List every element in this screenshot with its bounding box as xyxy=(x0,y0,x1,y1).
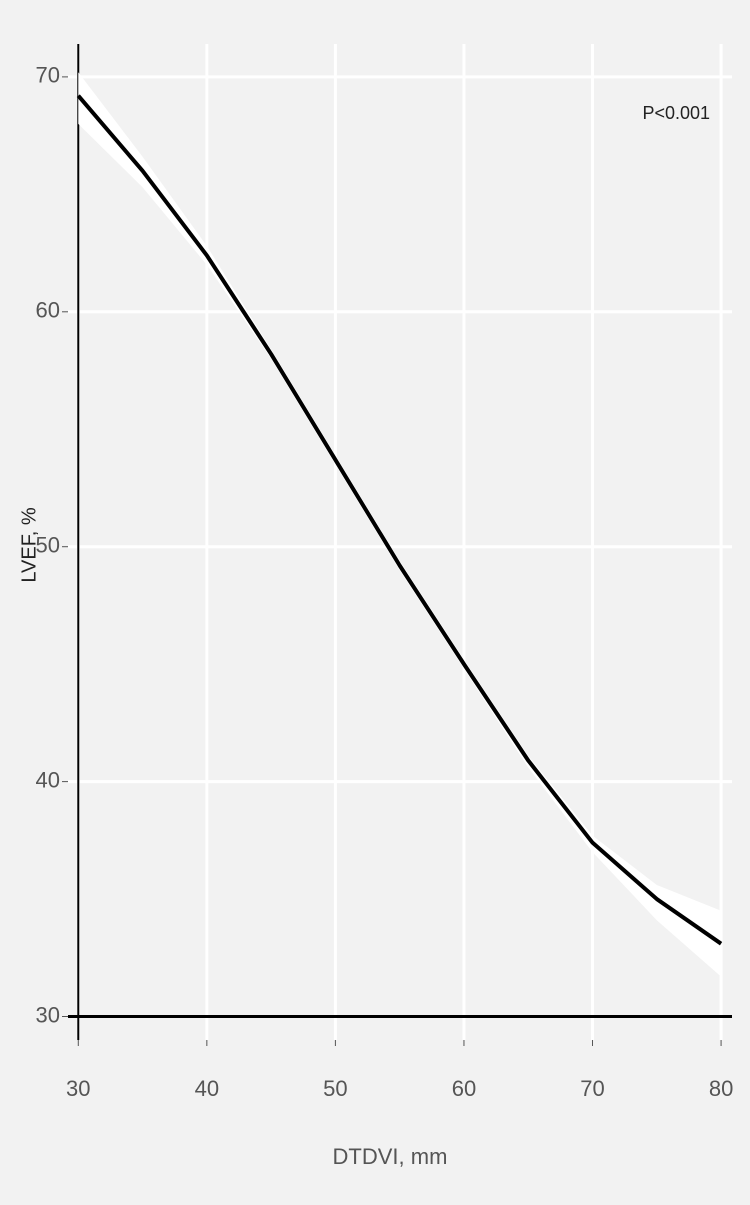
y-tick-label: 50 xyxy=(36,533,60,558)
x-tick-label: 30 xyxy=(66,1076,90,1101)
confidence-band xyxy=(78,72,722,977)
y-tick-label: 40 xyxy=(36,767,60,792)
y-axis-label: LVEF, % xyxy=(18,507,40,582)
x-tick-label: 70 xyxy=(580,1076,604,1101)
x-tick-label: 40 xyxy=(195,1076,219,1101)
y-tick-label: 60 xyxy=(36,298,60,323)
line xyxy=(76,94,723,946)
annotation: P<0.001 xyxy=(642,103,710,123)
x-tick-label: 50 xyxy=(323,1076,347,1101)
x-axis-label: DTDVI, mm xyxy=(333,1144,448,1169)
x-tick-label: 60 xyxy=(452,1076,476,1101)
y-tick-label: 30 xyxy=(36,1002,60,1027)
y-tick-label: 70 xyxy=(36,63,60,88)
x-tick-label: 80 xyxy=(709,1076,733,1101)
